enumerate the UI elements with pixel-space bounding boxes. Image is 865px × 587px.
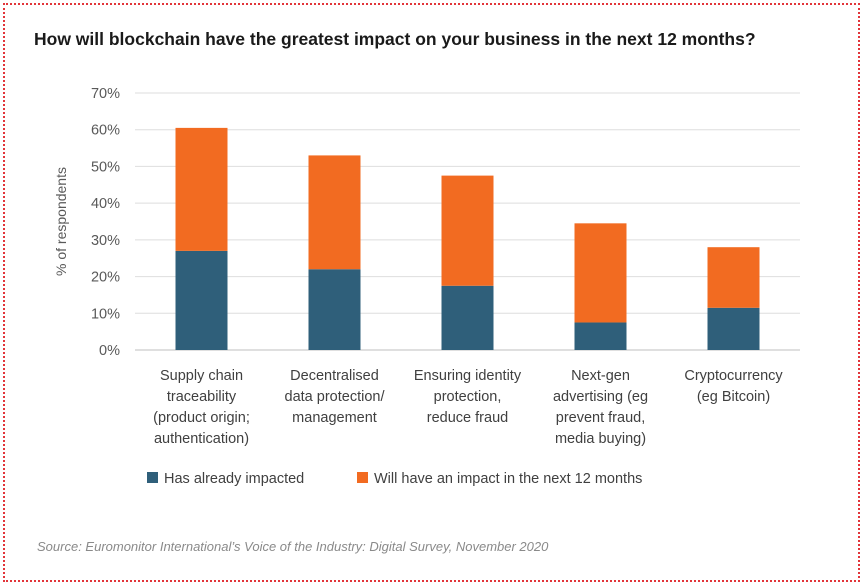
- legend-swatch: [147, 472, 158, 483]
- y-axis-label: % of respondents: [53, 167, 69, 276]
- chart-frame: [3, 3, 860, 582]
- x-tick-label: Decentralised data protection/management: [285, 368, 386, 426]
- x-tick-label: Supply chain traceability (product origin;…: [153, 368, 250, 447]
- y-tick-label: 0%: [99, 343, 120, 359]
- legend-swatch: [357, 472, 368, 483]
- x-tick-label: Next-gen advertising (eg prevent fraud, med…: [553, 368, 648, 447]
- y-tick-label: 10%: [91, 306, 120, 322]
- bar-already-impacted: [175, 250, 228, 350]
- bar-already-impacted: [574, 322, 627, 350]
- y-tick-label: 70%: [91, 86, 120, 102]
- bar-future-impact: [574, 223, 627, 323]
- y-tick-label: 40%: [91, 196, 120, 212]
- bar-future-impact: [441, 175, 494, 286]
- x-tick-label: Cryptocurrency (eg Bitcoin): [684, 368, 783, 405]
- x-tick-label: Ensuring identity protection, reduce fraud: [414, 368, 522, 426]
- y-tick-label: 60%: [91, 123, 120, 139]
- y-tick-label: 50%: [91, 159, 120, 175]
- legend-label: Has already impacted: [164, 471, 304, 487]
- y-tick-label: 20%: [91, 270, 120, 286]
- bar-future-impact: [707, 247, 760, 308]
- bar-already-impacted: [707, 307, 760, 350]
- bar-already-impacted: [441, 285, 494, 350]
- chart-title: How will blockchain have the greatest im…: [34, 29, 756, 49]
- y-tick-label: 30%: [91, 233, 120, 249]
- bar-future-impact: [308, 155, 361, 270]
- source-note: Source: Euromonitor International’s Voic…: [37, 539, 549, 554]
- legend-label: Will have an impact in the next 12 month…: [374, 471, 642, 487]
- bar-already-impacted: [308, 269, 361, 350]
- bar-future-impact: [175, 127, 228, 251]
